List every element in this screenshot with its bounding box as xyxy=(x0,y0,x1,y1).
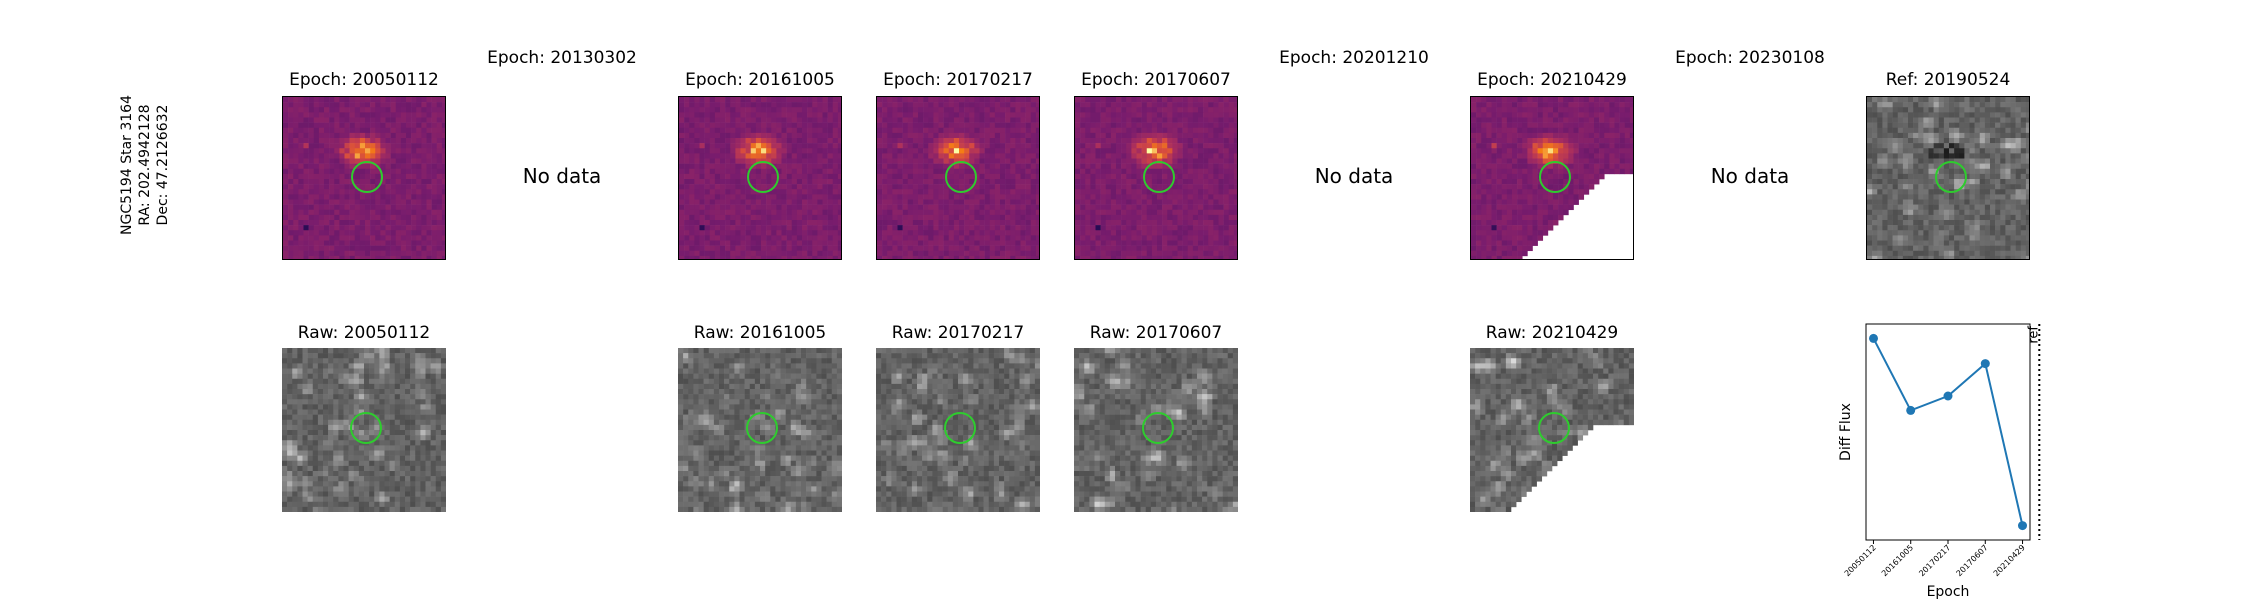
light-curve-chart: 20050112 20161005 20170217 20170607 20210429… xyxy=(1838,323,2041,600)
image-canvas xyxy=(877,97,1039,259)
reference-line-label: ref xyxy=(2026,326,2041,344)
epoch-title: Epoch: 20161005 xyxy=(685,70,835,90)
x-tick-label: 20170607 xyxy=(1955,543,1990,578)
aperture-circle xyxy=(1538,412,1570,444)
aperture-circle xyxy=(746,412,778,444)
aperture-circle xyxy=(944,412,976,444)
diff-image-panel xyxy=(678,96,842,260)
image-canvas xyxy=(1074,348,1238,512)
x-axis-label: Epoch xyxy=(1927,584,1970,600)
raw-title: Raw: 20170217 xyxy=(891,323,1025,343)
target-label: NGC5194 Star 3164 RA: 202.4942128 Dec: 4… xyxy=(118,75,172,255)
epoch-title: Epoch: 20210429 xyxy=(1477,70,1627,90)
aperture-circle xyxy=(351,161,383,193)
no-data-label: No data xyxy=(1314,164,1394,188)
raw-image-panel xyxy=(678,348,842,512)
aperture-circle xyxy=(1143,161,1175,193)
image-canvas xyxy=(678,348,842,512)
epoch-title: Epoch: 20170607 xyxy=(1081,70,1231,90)
data-point xyxy=(2018,521,2027,531)
epoch-title: Epoch: 20230108 xyxy=(1675,48,1825,68)
no-data-label: No data xyxy=(522,164,602,188)
raw-image-panel xyxy=(1470,348,1634,512)
reference-image-panel xyxy=(1866,96,2030,260)
image-canvas xyxy=(283,97,445,259)
x-tick-label: 20161005 xyxy=(1880,543,1915,578)
no-data-label: No data xyxy=(1710,164,1790,188)
raw-image-panel xyxy=(282,348,446,512)
raw-title: Raw: 20050112 xyxy=(297,323,431,343)
diff-image-panel xyxy=(876,96,1040,260)
diff-image-panel xyxy=(282,96,446,260)
aperture-circle xyxy=(1935,161,1967,193)
aperture-circle xyxy=(747,161,779,193)
target-ra: RA: 202.4942128 xyxy=(137,104,153,226)
x-tick-label: 20210429 xyxy=(1992,543,2027,578)
reference-title: Ref: 20190524 xyxy=(1885,70,2011,90)
y-axis-label: Diff Flux xyxy=(1838,403,1854,461)
image-canvas xyxy=(679,97,841,259)
diff-image-panel xyxy=(1470,96,1634,260)
image-canvas xyxy=(1471,97,1633,259)
epoch-title: Epoch: 20201210 xyxy=(1279,48,1429,68)
data-point xyxy=(1943,391,1953,401)
data-point xyxy=(1906,405,1916,415)
raw-image-panel xyxy=(876,348,1040,512)
aperture-circle xyxy=(1539,161,1571,193)
image-canvas xyxy=(1867,97,2029,259)
data-point xyxy=(1869,333,1878,343)
x-tick-label: 20050112 xyxy=(1843,543,1878,578)
diff-image-panel xyxy=(1074,96,1238,260)
image-canvas xyxy=(282,348,446,512)
epoch-title: Epoch: 20130302 xyxy=(487,48,637,68)
raw-title: Raw: 20210429 xyxy=(1485,323,1619,343)
epoch-title: Epoch: 20050112 xyxy=(289,70,439,90)
aperture-circle xyxy=(1142,412,1174,444)
x-tick-label: 20170217 xyxy=(1917,543,1952,578)
series-line xyxy=(1872,337,2024,526)
image-canvas xyxy=(1075,97,1237,259)
aperture-circle xyxy=(350,412,382,444)
epoch-title: Epoch: 20170217 xyxy=(883,70,1033,90)
data-point xyxy=(1980,359,1990,369)
plot-frame xyxy=(1865,323,2031,541)
raw-title: Raw: 20170607 xyxy=(1089,323,1223,343)
target-dec: Dec: 47.2126632 xyxy=(155,104,171,226)
image-canvas xyxy=(1470,348,1634,512)
aperture-circle xyxy=(945,161,977,193)
target-name: NGC5194 Star 3164 xyxy=(119,95,135,235)
raw-image-panel xyxy=(1074,348,1238,512)
image-canvas xyxy=(876,348,1040,512)
raw-title: Raw: 20161005 xyxy=(693,323,827,343)
